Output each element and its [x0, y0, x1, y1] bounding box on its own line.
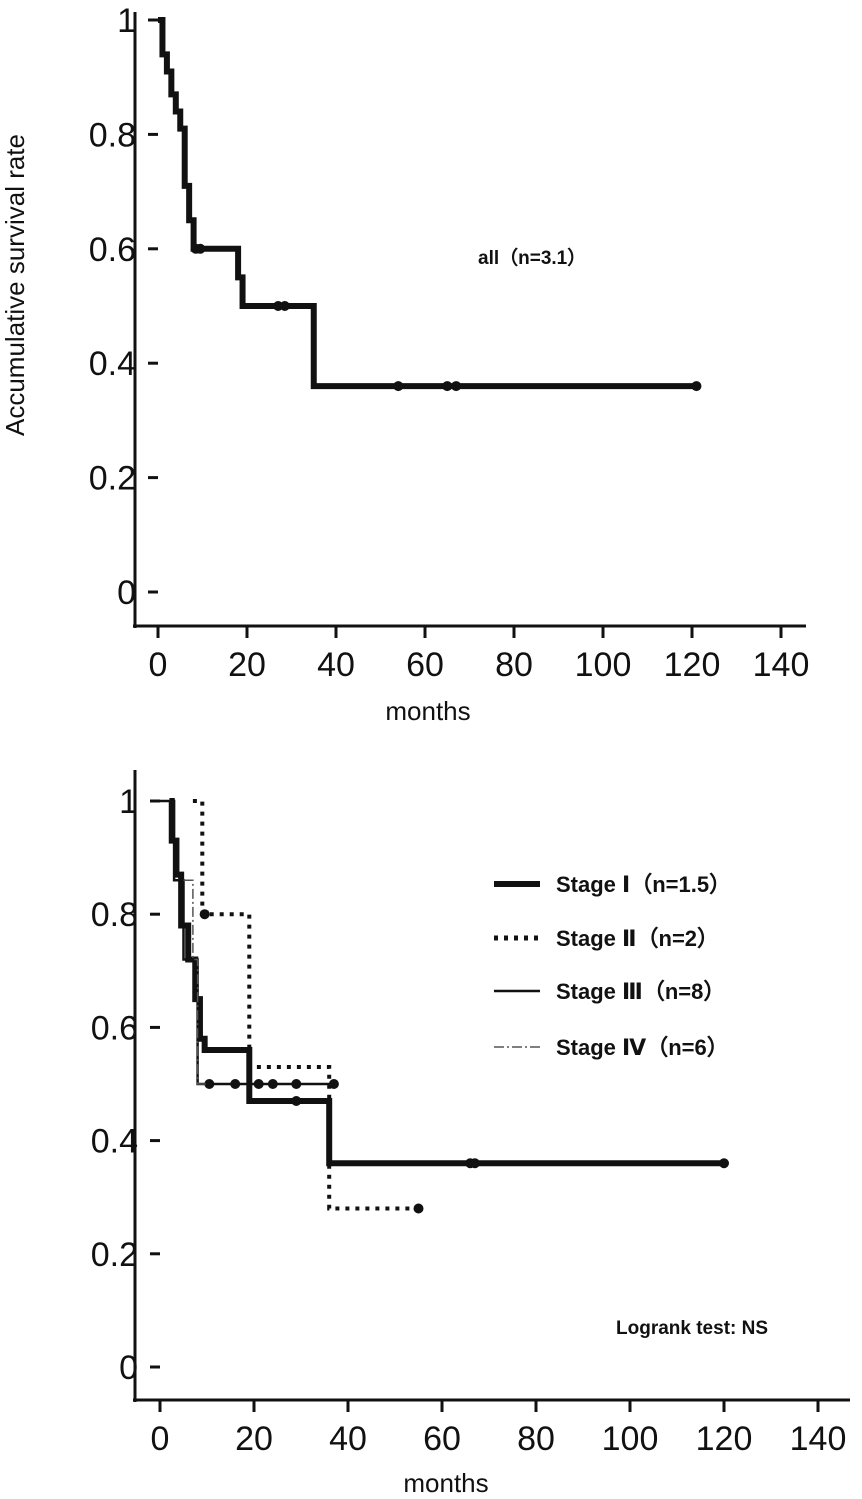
x-tick-label: 20 [235, 1420, 273, 1458]
x-tick-group: 0 20 40 60 80 100 120 140 [149, 626, 810, 684]
censor-mark [413, 1203, 424, 1214]
censor-mark [291, 1095, 302, 1106]
y-axis-label: Accumulative survival rate [0, 134, 30, 436]
y-tick-label: 0 [119, 1349, 138, 1387]
x-tick-label: 40 [317, 646, 355, 684]
censor-mark [328, 1079, 339, 1089]
x-tick-label: 140 [790, 1420, 847, 1458]
series-line-1 [168, 798, 724, 1167]
x-tick-label: 120 [696, 1420, 753, 1458]
x-tick-label: 80 [517, 1420, 555, 1458]
y-tick-label: 1 [119, 783, 138, 821]
legend-label: Stage Ⅲ（n=8） [556, 979, 725, 1004]
y-tick-group: 0 0.2 0.4 0.6 0.8 1 [89, 2, 158, 612]
x-tick-label: 120 [664, 646, 721, 684]
legend-item-stage-4: Stage Ⅳ（n=6） [494, 1035, 729, 1060]
y-tick-label: 0.2 [91, 1236, 138, 1274]
x-axis-label: months [385, 696, 470, 726]
legend: Stage Ⅰ（n=1.5） Stage Ⅱ（n=2） Stage Ⅲ（n=8）… [494, 872, 731, 1060]
legend-item-stage-3: Stage Ⅲ（n=8） [494, 979, 725, 1004]
x-tick-label: 60 [423, 1420, 461, 1458]
x-tick-label: 40 [329, 1420, 367, 1458]
censor-mark [442, 381, 453, 392]
censor-mark [279, 301, 290, 311]
x-tick-label: 100 [602, 1420, 659, 1458]
series-line-4 [183, 879, 207, 1085]
censor-mark [291, 1079, 302, 1089]
censor-mark [267, 1079, 278, 1089]
censor-mark [393, 381, 404, 392]
censor-mark [195, 243, 206, 254]
y-tick-label: 0.6 [89, 231, 136, 269]
chart-by-stage: 0 0.2 0.4 0.6 0.8 1 0 20 40 60 80 100 120 140 months… [91, 770, 850, 1498]
x-tick-label: 0 [149, 646, 168, 684]
legend-label: Stage Ⅰ（n=1.5） [556, 872, 731, 897]
y-tick-label: 0.2 [89, 460, 136, 498]
censor-mark [204, 1079, 215, 1089]
y-tick-label: 1 [117, 2, 136, 40]
series-line-1 [158, 17, 697, 390]
x-tick-label: 60 [406, 646, 444, 684]
censor-mark [451, 381, 462, 392]
y-tick-label: 0.8 [91, 896, 138, 934]
series-line-3 [160, 799, 334, 1086]
x-tick-group: 0 20 40 60 80 100 120 140 [151, 1400, 847, 1458]
y-tick-label: 0 [117, 574, 136, 612]
y-tick-label: 0.4 [89, 345, 136, 383]
censor-mark [469, 1158, 480, 1169]
x-tick-label: 140 [753, 646, 810, 684]
censor-mark [230, 1079, 241, 1089]
y-tick-label: 0.6 [91, 1009, 138, 1047]
legend-label: Stage Ⅱ（n=2） [556, 926, 719, 951]
x-tick-label: 20 [228, 646, 266, 684]
x-tick-label: 80 [495, 646, 533, 684]
censor-mark [691, 381, 702, 392]
y-tick-label: 0.8 [89, 116, 136, 154]
legend-item-stage-1: Stage Ⅰ（n=1.5） [494, 872, 731, 897]
series-group [160, 798, 729, 1214]
x-tick-label: 100 [575, 646, 632, 684]
legend-label: Stage Ⅳ（n=6） [556, 1035, 729, 1060]
series-line-2 [192, 799, 419, 1211]
censor-mark [199, 909, 210, 920]
y-tick-group: 0 0.2 0.4 0.6 0.8 1 [91, 783, 160, 1387]
x-axis-label: months [403, 1468, 488, 1498]
series-group [158, 17, 702, 392]
censor-mark [253, 1079, 264, 1089]
legend-item-stage-2: Stage Ⅱ（n=2） [494, 926, 719, 951]
x-tick-label: 0 [151, 1420, 170, 1458]
chart-all-patients: Accumulative survival rate 0 0.2 0.4 0.6 0.8… [0, 2, 809, 726]
censor-mark [719, 1158, 729, 1169]
logrank-annotation: Logrank test: NS [616, 1318, 768, 1339]
y-tick-label: 0.4 [91, 1123, 138, 1161]
sample-size-annotation: all（n=3.1） [478, 246, 586, 269]
